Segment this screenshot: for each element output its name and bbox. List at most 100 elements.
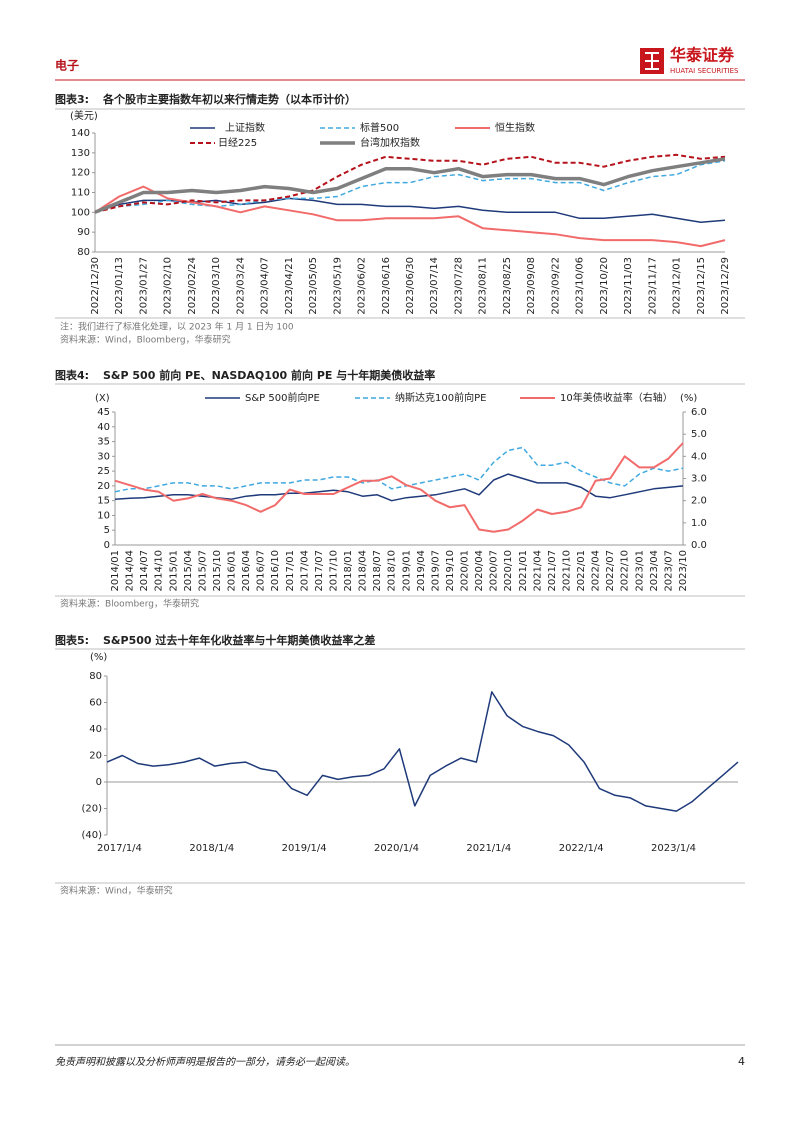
line-series: [94, 157, 726, 214]
x-tick-label: 2020/01: [460, 550, 471, 592]
y-tick-label: 0: [104, 540, 110, 551]
x-tick-label: 2023/10: [678, 550, 689, 592]
x-tick-label: 2023/09/08: [526, 257, 537, 315]
y-tick-label: 45: [97, 407, 110, 418]
line-series: [106, 691, 739, 812]
y-tick-label: 40: [97, 422, 110, 433]
y-tick-label: (20): [81, 804, 102, 815]
x-tick-label: 2022/07: [605, 550, 616, 592]
x-tick-label: 2023/03/10: [211, 257, 222, 315]
y-tick-label: 40: [89, 724, 102, 735]
x-tick-label: 2018/04: [358, 550, 369, 592]
disclaimer: 免责声明和披露以及分析师声明是报告的一部分，请务必一起阅读。: [55, 1056, 355, 1068]
x-tick-label: 2021/07: [547, 550, 558, 592]
line-series: [114, 442, 684, 533]
x-tick-label: 2016/01: [227, 550, 238, 592]
x-tick-label: 2023/08/11: [478, 257, 489, 315]
x-tick-label: 2023/05/19: [332, 257, 343, 315]
x-tick-label: 2020/10: [503, 550, 514, 592]
y-tick-label: 140: [71, 128, 90, 139]
y-tick-label: 15: [97, 496, 110, 507]
logo-cn: 华泰证券: [670, 46, 735, 65]
x-tick-label: 2015/01: [168, 550, 179, 592]
y2-tick-label: 6.0: [691, 407, 707, 418]
x-tick-label: 2019/10: [445, 550, 456, 592]
x-tick-label: 2015/07: [197, 550, 208, 592]
figure-label: 图表4:: [55, 368, 89, 382]
legend-label: 日经225: [218, 136, 257, 149]
line-series: [94, 153, 726, 214]
x-tick-label: 2020/07: [489, 550, 500, 592]
y2-unit: (%): [680, 393, 697, 404]
x-tick-label: 2017/04: [299, 550, 310, 592]
y2-tick-label: 1.0: [691, 518, 707, 529]
y-tick-label: 120: [71, 168, 90, 179]
y-tick-label: 30: [97, 451, 110, 462]
y-unit: (%): [90, 652, 107, 663]
legend-label: 标普500: [360, 121, 399, 134]
y-tick-label: 20: [89, 751, 102, 762]
figure-label: 图表5:: [55, 633, 89, 647]
x-tick-label: 2021/1/4: [466, 843, 511, 854]
x-tick-label: 2023/04: [649, 550, 660, 592]
x-tick-label: 2019/04: [416, 550, 427, 592]
x-tick-label: 2017/07: [314, 550, 325, 592]
legend-label: 恒生指数: [495, 121, 535, 134]
x-tick-label: 2020/04: [474, 550, 485, 592]
y-tick-label: 80: [89, 671, 102, 682]
figure-label: 图表3:: [55, 92, 89, 106]
y-tick-label: 25: [97, 466, 110, 477]
x-tick-label: 2018/07: [372, 550, 383, 592]
x-tick-label: 2018/10: [387, 550, 398, 592]
x-tick-label: 2020/1/4: [374, 843, 419, 854]
x-tick-label: 2023/04/21: [284, 257, 295, 315]
x-tick-label: 2014/10: [154, 550, 165, 592]
note: 注：我们进行了标准化处理，以 2023 年 1 月 1 日为 100: [60, 321, 294, 333]
x-tick-label: 2019/1/4: [282, 843, 327, 854]
y-tick-label: 80: [77, 247, 90, 258]
x-tick-label: 2023/12/15: [696, 257, 707, 315]
figure-title: S&P500 过去十年年化收益率与十年期美债收益率之差: [103, 633, 375, 647]
x-tick-label: 2023/07/14: [429, 257, 440, 315]
x-tick-label: 2023/10/06: [575, 257, 586, 315]
x-tick-label: 2023/07: [663, 550, 674, 592]
x-tick-label: 2021/10: [561, 550, 572, 592]
y2-tick-label: 5.0: [691, 429, 707, 440]
figure-title: 各个股市主要指数年初以来行情走势（以本币计价）: [102, 92, 356, 106]
figure-title: S&P 500 前向 PE、NASDAQ100 前向 PE 与十年期美债收益率: [103, 368, 435, 382]
x-tick-label: 2015/10: [212, 550, 223, 592]
x-tick-label: 2014/07: [139, 550, 150, 592]
y-tick-label: 20: [97, 481, 110, 492]
x-tick-label: 2021/01: [518, 550, 529, 592]
x-tick-label: 2023/08/25: [502, 257, 513, 315]
y2-tick-label: 4.0: [691, 451, 707, 462]
x-tick-label: 2022/01: [576, 550, 587, 592]
y-tick-label: 110: [71, 188, 90, 199]
x-tick-label: 2017/1/4: [97, 843, 142, 854]
x-tick-label: 2023/05/05: [308, 257, 319, 315]
x-tick-label: 2023/11/03: [623, 257, 634, 315]
y-tick-label: 130: [71, 148, 90, 159]
x-tick-label: 2023/02/10: [163, 257, 174, 315]
x-tick-label: 2022/12/30: [90, 257, 101, 315]
x-tick-label: 2023/09/22: [550, 257, 561, 315]
x-tick-label: 2017/01: [285, 550, 296, 592]
y-tick-label: 35: [97, 437, 110, 448]
y2-tick-label: 3.0: [691, 474, 707, 485]
x-tick-label: 2023/1/4: [651, 843, 696, 854]
x-tick-label: 2023/01/13: [114, 257, 125, 315]
x-tick-label: 2014/04: [125, 550, 136, 592]
y-unit: (X): [95, 393, 110, 404]
line-series: [94, 185, 726, 248]
x-tick-label: 2023/10/20: [599, 257, 610, 315]
y2-tick-label: 2.0: [691, 496, 707, 507]
legend-label: 台湾加权指数: [360, 136, 420, 149]
logo-en: HUATAI SECURITIES: [670, 67, 739, 75]
x-tick-label: 2023/12/29: [720, 257, 731, 315]
x-tick-label: 2023/03/24: [235, 257, 246, 315]
x-tick-label: 2016/07: [256, 550, 267, 592]
x-tick-label: 2023/06/02: [357, 257, 368, 315]
y-tick-label: 90: [77, 227, 90, 238]
x-tick-label: 2017/10: [328, 550, 339, 592]
section: 电子: [55, 58, 79, 73]
